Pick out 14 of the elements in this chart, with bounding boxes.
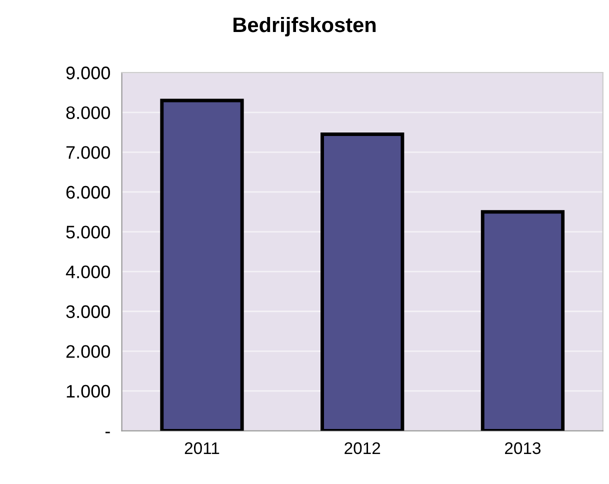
- x-tick-label: 2011: [184, 442, 220, 454]
- x-tick-label: 2013: [505, 442, 541, 454]
- y-tick-label: 9.000: [66, 66, 110, 80]
- y-tick-label: 3.000: [66, 305, 110, 318]
- y-tick-label: 1.000: [66, 384, 110, 398]
- y-tick-label: 8.000: [66, 106, 110, 120]
- chart-title: Bedrijfskosten: [234, 16, 376, 36]
- y-tick-label: 2.000: [66, 345, 110, 358]
- y-tick-label: 7.000: [66, 146, 110, 159]
- y-tick-label: 4.000: [66, 266, 110, 278]
- y-tick-label: -: [105, 432, 110, 434]
- y-tick-label: 5.000: [66, 226, 110, 238]
- y-tick-label: 6.000: [66, 186, 110, 199]
- x-tick-label: 2012: [344, 442, 380, 454]
